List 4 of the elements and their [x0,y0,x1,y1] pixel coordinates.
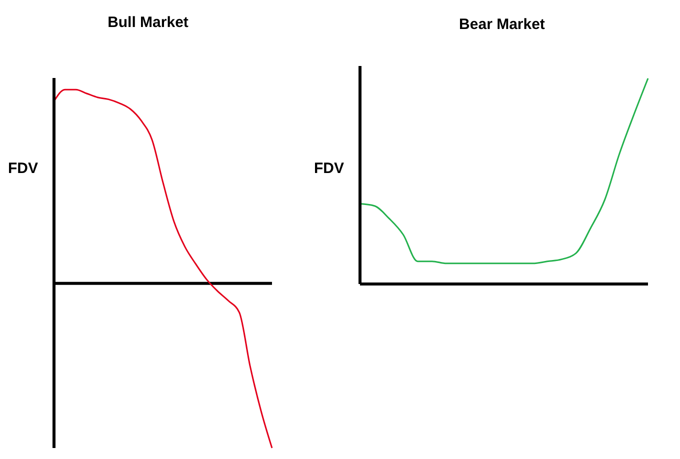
y-axis-title: FDV [8,160,38,177]
y-axis-title: FDV [314,160,344,177]
chart-title: Bear Market [458,16,546,33]
chart-title: Bull Market [106,14,190,31]
